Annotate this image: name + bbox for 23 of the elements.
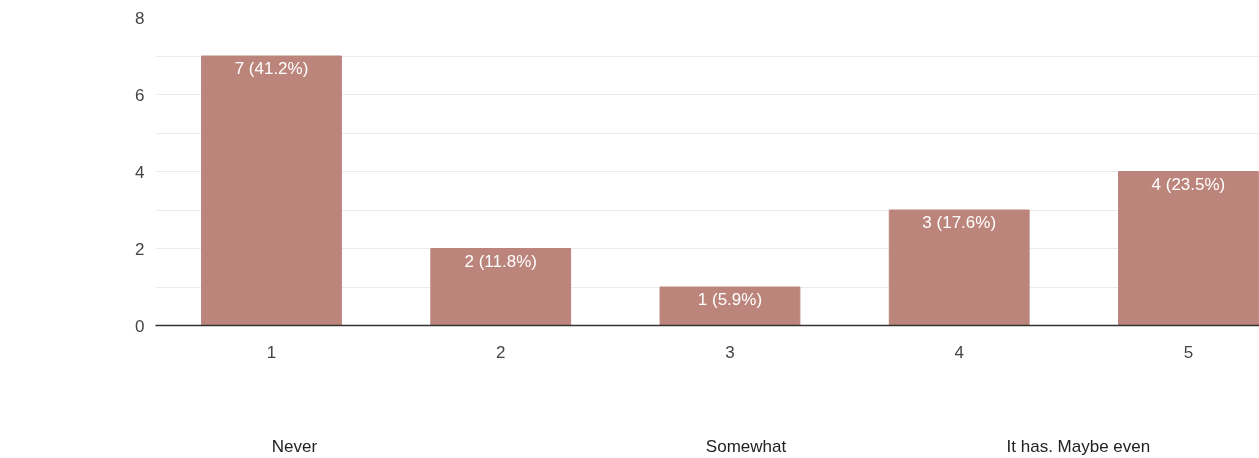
data-label: 3 (17.6%) xyxy=(922,213,997,232)
x-tick-label: 2 xyxy=(496,342,506,362)
x-tick-label: 3 xyxy=(725,342,735,362)
data-label: 7 (41.2%) xyxy=(234,59,309,78)
y-tick-label: 6 xyxy=(135,85,145,105)
bar xyxy=(659,286,801,326)
text: Never xyxy=(271,436,318,456)
y-tick-label: 2 xyxy=(135,239,145,259)
data-label: 2 (11.8%) xyxy=(464,251,537,271)
bar xyxy=(430,248,572,326)
bar xyxy=(201,55,342,326)
text: Somewhat xyxy=(705,436,787,456)
y-tick-label: 8 xyxy=(135,8,145,28)
data-label: 1 (5.9%) xyxy=(697,290,763,309)
bar xyxy=(1118,171,1259,326)
data-label: 4 (23.5%) xyxy=(1151,174,1226,194)
y-tick-label: 4 xyxy=(135,162,145,182)
x-tick-label: 1 xyxy=(266,342,277,362)
x-tick-label: 4 xyxy=(954,342,964,362)
y-tick-label: 0 xyxy=(135,316,145,336)
x-tick-label: 5 xyxy=(1183,342,1194,362)
bar xyxy=(888,209,1030,326)
text: It has. Maybe even xyxy=(1006,436,1151,456)
